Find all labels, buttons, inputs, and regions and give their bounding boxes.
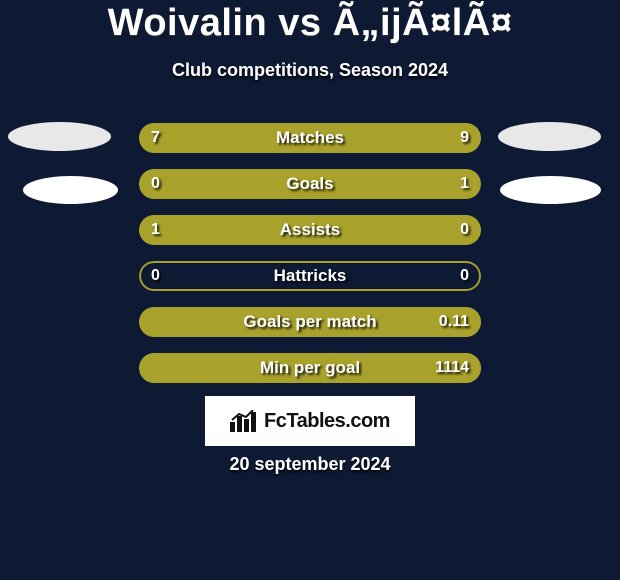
stat-label: Min per goal: [260, 358, 360, 378]
stat-label: Goals per match: [243, 312, 376, 332]
stat-value-right: 0: [460, 221, 469, 239]
stat-row: 7 9 Matches: [139, 123, 481, 153]
stat-label: Goals: [286, 174, 333, 194]
player-left-ellipse-1: [8, 122, 111, 151]
player-right-ellipse-2: [500, 176, 601, 204]
stat-fill-left: [139, 123, 289, 153]
stat-label: Hattricks: [274, 266, 347, 286]
stat-value-left: 0: [151, 175, 160, 193]
stat-fill-right: [197, 169, 481, 199]
stat-value-right: 1114: [435, 359, 469, 377]
stat-row: 0.11 Goals per match: [139, 307, 481, 337]
page-title: Woivalin vs Ã„ijÃ¤lÃ¤: [0, 2, 620, 45]
stat-value-left: 0: [151, 267, 160, 285]
logo-text: FcTables.com: [264, 410, 390, 433]
stat-label: Matches: [276, 128, 344, 148]
stat-row: 0 0 Hattricks: [139, 261, 481, 291]
date-text: 20 september 2024: [0, 454, 620, 475]
stage: Woivalin vs Ã„ijÃ¤lÃ¤ Club competitions,…: [0, 0, 620, 580]
stat-row: 1 0 Assists: [139, 215, 481, 245]
stat-value-right: 9: [460, 129, 469, 147]
stat-value-left: 1: [151, 221, 160, 239]
stat-value-right: 1: [460, 175, 469, 193]
player-right-ellipse-1: [498, 122, 601, 151]
stat-row: 1114 Min per goal: [139, 353, 481, 383]
chart-icon: [230, 410, 256, 432]
player-left-ellipse-2: [23, 176, 118, 204]
page-subtitle: Club competitions, Season 2024: [0, 60, 620, 81]
stat-fill-left: [139, 169, 197, 199]
stat-value-left: 7: [151, 129, 160, 147]
stat-fill-right: [423, 215, 481, 245]
stat-row: 0 1 Goals: [139, 169, 481, 199]
stat-value-right: 0: [460, 267, 469, 285]
stat-label: Assists: [280, 220, 340, 240]
stat-value-right: 0.11: [439, 313, 469, 331]
fctables-logo: FcTables.com: [205, 396, 415, 446]
